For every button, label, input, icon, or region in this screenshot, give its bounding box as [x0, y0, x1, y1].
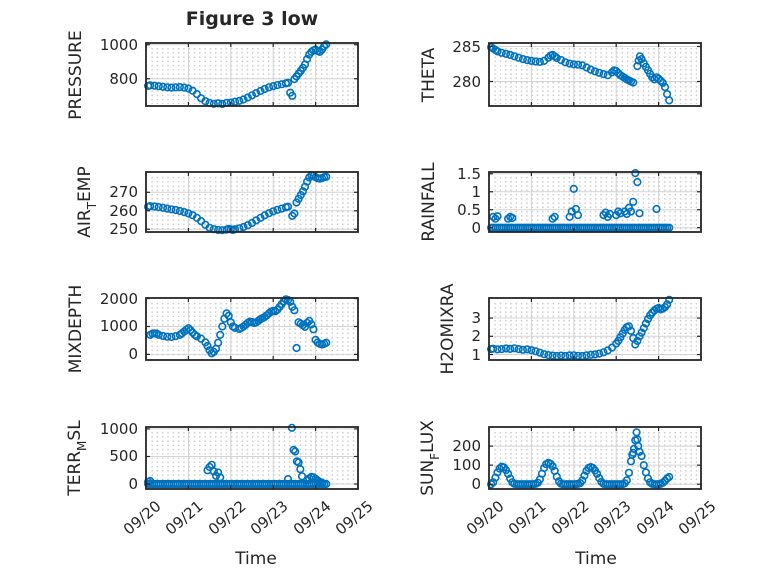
minor-grid [148, 429, 356, 487]
plot-area [143, 40, 359, 109]
data-series [143, 170, 331, 235]
minor-grid [148, 174, 356, 230]
axis-box [145, 42, 359, 107]
y-axis-label: RAINFALL [418, 162, 439, 242]
y-tick-label: 1 [471, 182, 481, 201]
subplot-rainfall: 0 0.5 1 1.5 RAINFALL [419, 162, 702, 242]
data-series [486, 169, 674, 232]
y-tick-label: 0 [471, 475, 481, 494]
data-series [146, 295, 331, 358]
y-tick-label: 280 [452, 72, 481, 91]
y-tick-label: 270 [109, 183, 138, 202]
y-tick-label: 0 [128, 475, 138, 494]
axis-box [488, 171, 702, 233]
subplot-mixdepth: 0 1000 2000 MIXDEPTH [66, 285, 359, 373]
data-series [143, 423, 331, 489]
axis-box [145, 171, 359, 233]
y-tick-label: 285 [452, 37, 481, 56]
x-axis-label-right: Time [575, 549, 617, 569]
y-axis-label: MIXDEPTH [66, 284, 86, 374]
axis-box [145, 426, 359, 490]
y-tick-label: 100 [452, 456, 481, 475]
y-tick-label: 3 [471, 309, 481, 328]
y-axis-label: TERRMSL [64, 420, 90, 496]
y-axis-label: H2OMIXRA [437, 283, 458, 375]
y-tick-label: 2 [471, 327, 481, 346]
subplot-airtemp: 250 260 270 AIRTEMP [74, 166, 359, 238]
data-series [143, 40, 331, 109]
axis-box [488, 297, 702, 361]
minor-grid [491, 174, 699, 230]
plot-area [145, 295, 359, 361]
y-axis-label: PRESSURE [66, 29, 86, 120]
y-tick-label: 1.5 [457, 164, 481, 183]
x-axis-label-left: Time [235, 549, 277, 569]
data-series [486, 295, 674, 361]
y-tick-label: 1 [471, 345, 481, 364]
subplot-h2omixra: 1 2 3 H2OMIXRA [438, 283, 702, 375]
y-tick-label: 0 [471, 218, 481, 237]
plot-area [143, 423, 359, 490]
y-tick-label: 1000 [99, 35, 138, 54]
plot-area [486, 169, 702, 233]
y-tick-label: 800 [109, 69, 138, 88]
plot-area [486, 426, 702, 490]
y-tick-label: 200 [452, 437, 481, 456]
subplot-terrmsl: 0 500 1000 TERRMSL 09/20 09/21 09/22 09/23 09/24… [65, 420, 377, 539]
y-axis-label: SUNFLUX [417, 420, 442, 496]
y-tick-label: 2000 [99, 289, 138, 308]
plot-area [486, 295, 702, 361]
subplot-theta: 280 285 THETA [419, 38, 702, 107]
figure-title: Figure 3 low [185, 8, 319, 30]
y-axis-label: THETA [418, 47, 439, 102]
axis-box [145, 297, 359, 361]
plot-area [143, 170, 359, 235]
plot-area [486, 42, 702, 107]
subplot-sunflux: 0 100 200 SUNFLUX 09/20 09/21 09/22 09/23 09/24 0… [417, 420, 719, 538]
axis-box [488, 42, 702, 107]
y-tick-label: 1000 [99, 419, 138, 438]
y-tick-label: 260 [109, 201, 138, 220]
data-series [486, 43, 674, 105]
y-tick-label: 250 [109, 220, 138, 239]
y-tick-label: 0 [128, 345, 138, 364]
y-tick-label: 500 [109, 447, 138, 466]
y-tick-label: 1000 [99, 317, 138, 336]
data-series [486, 428, 674, 489]
y-axis-label: AIRTEMP [74, 166, 99, 238]
y-tick-label: 0.5 [457, 200, 481, 219]
axis-box [488, 426, 702, 490]
subplot-pressure: 800 1000 PRESSURE [66, 30, 359, 119]
